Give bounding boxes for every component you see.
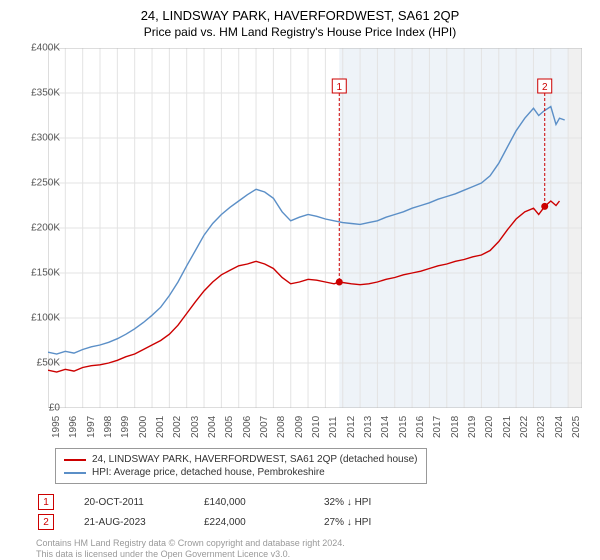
x-tick-label: 2024 [554,416,565,438]
y-tick-label: £250K [31,178,60,189]
y-tick-label: £200K [31,223,60,234]
x-tick-label: 2002 [172,416,183,438]
x-tick-label: 2008 [276,416,287,438]
x-tick-label: 2017 [432,416,443,438]
x-tick-label: 2003 [190,416,201,438]
y-tick-label: £100K [31,313,60,324]
x-tick-label: 2013 [363,416,374,438]
x-tick-label: 1996 [68,416,79,438]
legend-box: 24, LINDSWAY PARK, HAVERFORDWEST, SA61 2… [55,448,427,484]
line-chart: 12 [48,48,582,408]
x-tick-label: 2000 [138,416,149,438]
y-tick-label: £150K [31,268,60,279]
x-tick-label: 1999 [120,416,131,438]
marker-row-2: 2 21-AUG-2023 £224,000 27% ↓ HPI [38,514,414,530]
footer-text: Contains HM Land Registry data © Crown c… [36,538,345,560]
legend-swatch-hpi [64,472,86,474]
x-tick-label: 1998 [103,416,114,438]
x-tick-label: 2014 [380,416,391,438]
marker-price-1: £140,000 [204,497,294,508]
x-tick-label: 2006 [242,416,253,438]
svg-text:2: 2 [542,82,548,93]
footer-line1: Contains HM Land Registry data © Crown c… [36,538,345,549]
legend-row-hpi: HPI: Average price, detached house, Pemb… [64,466,418,479]
x-tick-label: 2015 [398,416,409,438]
y-tick-label: £300K [31,133,60,144]
footer-line2: This data is licensed under the Open Gov… [36,549,345,560]
x-tick-label: 2004 [207,416,218,438]
marker-date-1: 20-OCT-2011 [84,497,174,508]
legend-label-property: 24, LINDSWAY PARK, HAVERFORDWEST, SA61 2… [92,454,418,465]
x-tick-label: 2018 [450,416,461,438]
x-tick-label: 2011 [328,416,339,438]
legend-label-hpi: HPI: Average price, detached house, Pemb… [92,467,325,478]
x-tick-label: 2005 [224,416,235,438]
x-tick-label: 2023 [536,416,547,438]
x-tick-label: 2012 [346,416,357,438]
chart-title: 24, LINDSWAY PARK, HAVERFORDWEST, SA61 2… [0,0,600,23]
x-tick-label: 2025 [571,416,582,438]
y-tick-label: £400K [31,43,60,54]
chart-subtitle: Price paid vs. HM Land Registry's House … [0,23,600,39]
x-tick-label: 2019 [467,416,478,438]
marker-price-2: £224,000 [204,517,294,528]
x-tick-label: 1995 [51,416,62,438]
y-tick-label: £0 [49,403,60,414]
legend-row-property: 24, LINDSWAY PARK, HAVERFORDWEST, SA61 2… [64,453,418,466]
marker-box-2: 2 [38,514,54,530]
y-tick-label: £50K [37,358,60,369]
x-tick-label: 2001 [155,416,166,438]
x-tick-label: 2021 [502,416,513,438]
legend-swatch-property [64,459,86,461]
x-tick-label: 2022 [519,416,530,438]
marker-box-1: 1 [38,494,54,510]
x-tick-label: 2007 [259,416,270,438]
x-tick-label: 2010 [311,416,322,438]
x-tick-label: 2016 [415,416,426,438]
marker-diff-2: 27% ↓ HPI [324,517,414,528]
x-tick-label: 2009 [294,416,305,438]
chart-container: 24, LINDSWAY PARK, HAVERFORDWEST, SA61 2… [0,0,600,560]
x-tick-label: 2020 [484,416,495,438]
marker-diff-1: 32% ↓ HPI [324,497,414,508]
y-tick-label: £350K [31,88,60,99]
x-tick-label: 1997 [86,416,97,438]
marker-date-2: 21-AUG-2023 [84,517,174,528]
marker-row-1: 1 20-OCT-2011 £140,000 32% ↓ HPI [38,494,414,510]
svg-text:1: 1 [336,82,342,93]
